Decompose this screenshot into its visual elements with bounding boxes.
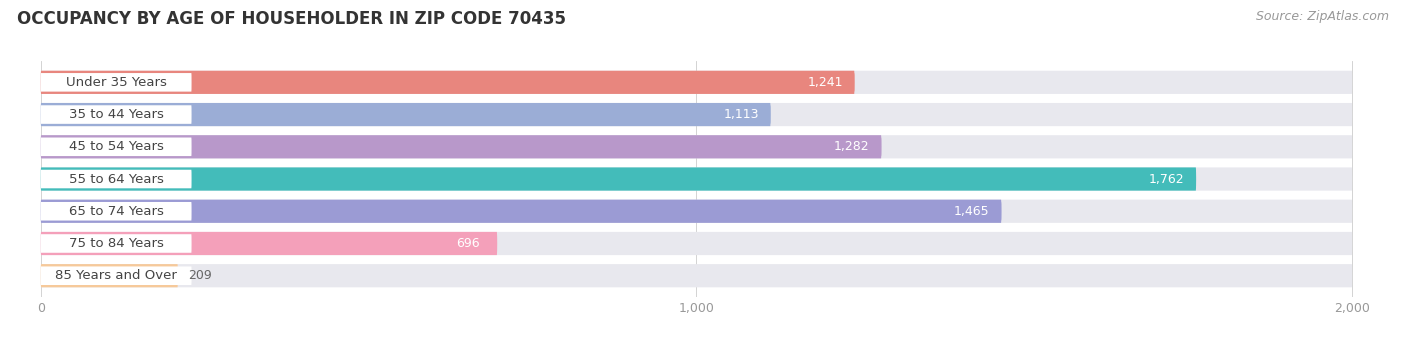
FancyBboxPatch shape: [41, 167, 1353, 191]
FancyBboxPatch shape: [41, 73, 191, 92]
Text: 85 Years and Over: 85 Years and Over: [55, 269, 177, 282]
FancyBboxPatch shape: [41, 170, 191, 188]
FancyBboxPatch shape: [41, 71, 1353, 94]
Text: 65 to 74 Years: 65 to 74 Years: [69, 205, 163, 218]
FancyBboxPatch shape: [41, 232, 498, 255]
FancyBboxPatch shape: [41, 137, 191, 156]
Text: Under 35 Years: Under 35 Years: [66, 76, 166, 89]
FancyBboxPatch shape: [439, 234, 498, 253]
FancyBboxPatch shape: [1137, 170, 1197, 188]
Text: Source: ZipAtlas.com: Source: ZipAtlas.com: [1256, 10, 1389, 23]
FancyBboxPatch shape: [41, 199, 1001, 223]
FancyBboxPatch shape: [41, 135, 1353, 159]
FancyBboxPatch shape: [41, 103, 1353, 126]
FancyBboxPatch shape: [41, 135, 882, 159]
Text: 75 to 84 Years: 75 to 84 Years: [69, 237, 163, 250]
Text: 45 to 54 Years: 45 to 54 Years: [69, 140, 163, 153]
FancyBboxPatch shape: [823, 138, 882, 156]
FancyBboxPatch shape: [41, 266, 191, 285]
FancyBboxPatch shape: [41, 234, 191, 253]
FancyBboxPatch shape: [41, 71, 855, 94]
FancyBboxPatch shape: [942, 202, 1001, 220]
Text: 1,113: 1,113: [723, 108, 759, 121]
FancyBboxPatch shape: [41, 199, 1353, 223]
Text: 1,465: 1,465: [955, 205, 990, 218]
Text: 209: 209: [187, 269, 211, 282]
FancyBboxPatch shape: [41, 105, 191, 124]
Text: 696: 696: [456, 237, 479, 250]
Text: 1,241: 1,241: [807, 76, 842, 89]
FancyBboxPatch shape: [796, 73, 855, 91]
Text: OCCUPANCY BY AGE OF HOUSEHOLDER IN ZIP CODE 70435: OCCUPANCY BY AGE OF HOUSEHOLDER IN ZIP C…: [17, 10, 565, 28]
FancyBboxPatch shape: [41, 264, 177, 287]
Text: 1,282: 1,282: [834, 140, 870, 153]
Text: 55 to 64 Years: 55 to 64 Years: [69, 173, 163, 186]
FancyBboxPatch shape: [41, 167, 1197, 191]
FancyBboxPatch shape: [41, 103, 770, 126]
Text: 1,762: 1,762: [1149, 173, 1184, 186]
FancyBboxPatch shape: [41, 232, 1353, 255]
FancyBboxPatch shape: [41, 264, 1353, 287]
FancyBboxPatch shape: [711, 105, 770, 124]
Text: 35 to 44 Years: 35 to 44 Years: [69, 108, 163, 121]
FancyBboxPatch shape: [41, 202, 191, 221]
